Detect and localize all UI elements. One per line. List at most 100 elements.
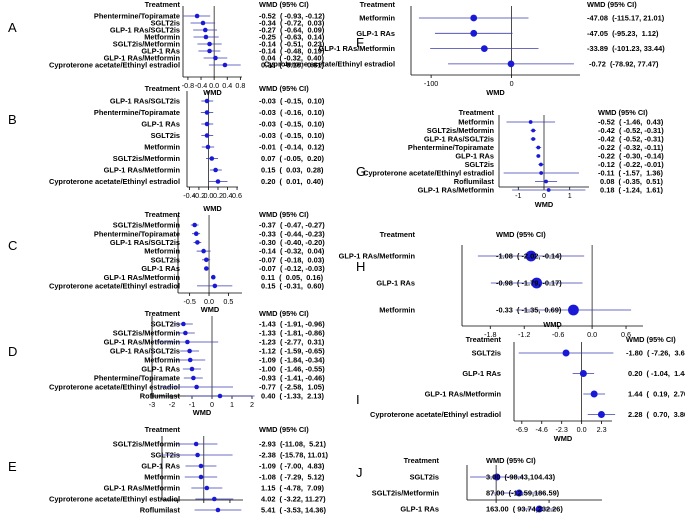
forest-row: Cyproterone acetate/Ethinyl estradiol -0… <box>264 60 659 69</box>
forest-row: SGLT2is/Metformin -2.93 (-11.08, 5.21) <box>113 440 327 449</box>
treatment-header: Treatment <box>380 230 416 239</box>
forest-row: Phentermine/Topiramate -0.22 ( -0.32, -0.… <box>408 143 664 152</box>
treatment-label: GLP-1 RAs/Metformin <box>104 484 181 493</box>
treatment-label: Metformin <box>144 473 180 482</box>
treatment-label: SGLT2is/Metformin <box>113 440 181 449</box>
treatment-label: Cyproterone acetate/Ethinyl estradiol <box>49 282 180 291</box>
treatment-label: GLP-1 RAs/SGLT2is <box>110 347 180 356</box>
forest-row: SGLT2is/Metformin -0.42 ( -0.52, -0.31) <box>427 126 664 135</box>
wmd-ci-value: -0.33 ( -1.35, 0.69) <box>496 306 562 315</box>
x-tick-label: -2.3 <box>556 425 568 434</box>
treatment-label: Phentermine/Topiramate <box>94 12 180 21</box>
point-estimate <box>204 257 209 263</box>
forest-row: Metformin -0.52 ( -1.46, 0.43) <box>458 118 664 127</box>
panel-letter: E <box>8 459 17 474</box>
point-estimate <box>194 384 199 390</box>
point-estimate <box>204 110 210 115</box>
forest-row: GLP-1 RAs/Metformin -1.08 ( -2.02, -0.14) <box>339 250 585 262</box>
wmd-ci-value: -0.11 ( -1.57, 1.36) <box>598 169 663 178</box>
forest-row: Metformin -47.08 (-115.17, 21.01) <box>359 14 665 23</box>
x-tick-label: -6.9 <box>516 425 528 434</box>
forest-row: GLP-1 RAs -0.14 ( -0.48, 0.19) <box>141 47 324 56</box>
x-tick-label: 0 <box>210 400 214 409</box>
panel-letter: F <box>356 35 364 50</box>
forest-row: GLP-1 RAs/Metformin -1.23 ( -2.77, 0.31) <box>104 338 325 347</box>
panel-d: D Treatment WMD (95% CI) -3 -2 -1 0 1 2 WMD SGLT2i… <box>8 309 325 417</box>
x-tick-label: -0.5 <box>183 297 195 306</box>
forest-row: GLP-1 RAs/Metformin 0.15 ( 0.03, 0.28) <box>104 166 324 175</box>
wmd-ci-value: -0.34 ( -0.72, 0.03) <box>259 19 325 28</box>
forest-row: SGLT2is -0.03 ( -0.15, 0.10) <box>151 131 325 140</box>
wmd-ci-value: -0.22 ( -0.32, -0.11) <box>598 143 664 152</box>
point-estimate <box>215 507 221 513</box>
wmd-ci-value: 2.28 ( 0.70, 3.86) <box>626 410 685 419</box>
point-estimate <box>207 48 212 54</box>
treatment-label: GLP-1 RAs/SGLT2is <box>110 26 180 35</box>
wmd-ci-value: 0.08 ( -0.35, 0.51) <box>598 177 663 186</box>
wmd-ci-value: -1.33 ( -1.81, -0.86) <box>259 329 325 338</box>
x-tick-label: 2 <box>250 400 254 409</box>
forest-row: GLP-1 RAs 163.00 ( 93.74,232.26) <box>400 505 563 514</box>
treatment-label: GLP-1 RAs/Metformin <box>418 186 495 195</box>
point-estimate <box>531 128 536 133</box>
treatment-label: Phentermine/Topiramate <box>408 143 494 152</box>
wmd-ci-value: -0.33 ( -0.44, -0.23) <box>259 229 325 238</box>
forest-row: SGLT2is/Metformin -0.14 ( -0.51, 0.23) <box>113 40 325 49</box>
treatment-label: Cyproterone acetate/Ethinyl estradiol <box>264 60 395 69</box>
point-estimate <box>193 231 199 236</box>
wmd-ci-value: -0.42 ( -0.52, -0.31) <box>598 135 664 144</box>
forest-row: GLP-1 RAs -47.05 (-95.23, 1.12) <box>356 29 659 38</box>
wmd-ci-value: -0.14 ( -0.51, 0.23) <box>259 40 325 49</box>
forest-row: Metformin -0.14 ( -0.32, 0.04) <box>144 247 325 256</box>
wmd-ci-value: -0.03 ( -0.15, 0.10) <box>259 131 325 140</box>
panel-letter: J <box>356 465 363 480</box>
forest-row: SGLT2is 3.00 (-98.43,104.43) <box>410 473 556 482</box>
wmd-ci-header: WMD (95% CI) <box>259 84 309 93</box>
forest-row: Roflumilast 0.08 ( -0.35, 0.51) <box>454 177 664 186</box>
forest-row: GLP-1 RAs/SGLT2is -0.27 ( -0.64, 0.09) <box>110 26 325 35</box>
point-estimate <box>189 366 195 372</box>
point-estimate <box>536 154 541 158</box>
x-tick-label: -1 <box>515 191 521 200</box>
x-tick-label: -4.6 <box>536 425 548 434</box>
forest-row: Cyproterone acetate/Ethinyl estradiol -0.… <box>49 383 325 392</box>
treatment-label: Roflumilast <box>454 177 495 186</box>
panel-f: F Treatment WMD (95% CI) -100 0 WMD Metformin -… <box>264 0 665 97</box>
treatment-label: Cyproterone acetate/Ethinyl estradiol <box>49 177 180 186</box>
panel-letter: I <box>356 392 360 407</box>
x-tick-label: -1 <box>189 400 195 409</box>
treatment-label: GLP-1 RAs <box>141 365 180 374</box>
forest-row: Phentermine/Topiramate -0.03 ( -0.16, 0.1… <box>94 108 325 117</box>
forest-row: SGLT2is -2.38 (-15.78, 11.01) <box>151 451 329 460</box>
wmd-ci-value: -0.77 ( -2.58, 1.05) <box>259 383 325 392</box>
x-tick-label: -1.2 <box>518 330 530 339</box>
wmd-ci-value: 1.15 ( -4.78, 7.09) <box>259 484 324 493</box>
treatment-label: Phentermine/Topiramate <box>94 229 180 238</box>
point-estimate <box>579 370 587 377</box>
forest-row: GLP-1 RAs -1.09 ( -7.00, 4.83) <box>141 462 324 471</box>
forest-row: SGLT2is -0.07 ( -0.18, 0.03) <box>151 255 325 264</box>
x-tick-label: 0.0 <box>204 297 214 306</box>
wmd-ci-value: -0.25 ( -0.63, 0.14) <box>259 33 325 42</box>
treatment-label: GLP-1 RAs <box>141 47 180 56</box>
point-estimate <box>185 339 190 345</box>
wmd-ci-value: -0.14 ( -0.32, 0.04) <box>259 247 325 256</box>
point-estimate <box>194 13 200 19</box>
x-tick-label: 0.5 <box>223 297 233 306</box>
wmd-ci-value: 0.15 ( -0.31, 0.60) <box>259 282 324 291</box>
panel-letter: H <box>356 259 365 274</box>
wmd-ci-value: -0.03 ( -0.15, 0.10) <box>259 120 325 129</box>
treatment-label: GLP-1 RAs <box>376 279 415 288</box>
x-tick-label: -0.8 <box>182 81 194 90</box>
forest-row: GLP-1 RAs/Metformin 1.44 ( 0.19, 2.70) <box>425 390 685 399</box>
x-tick-label: -0.2 <box>193 191 205 200</box>
treatment-label: GLP-1 RAs/SGLT2is <box>110 238 180 247</box>
treatment-label: GLP-1 RAs/Metformin <box>339 252 416 261</box>
treatment-label: Phentermine/Topiramate <box>94 374 180 383</box>
wmd-ci-value: -0.01 ( -0.14, 0.12) <box>259 143 325 152</box>
point-estimate <box>202 27 208 33</box>
wmd-ci-value: -0.27 ( -0.64, 0.09) <box>259 26 325 35</box>
point-estimate <box>515 489 523 497</box>
wmd-ci-value: 0.15 ( 0.03, 0.28) <box>259 166 324 175</box>
